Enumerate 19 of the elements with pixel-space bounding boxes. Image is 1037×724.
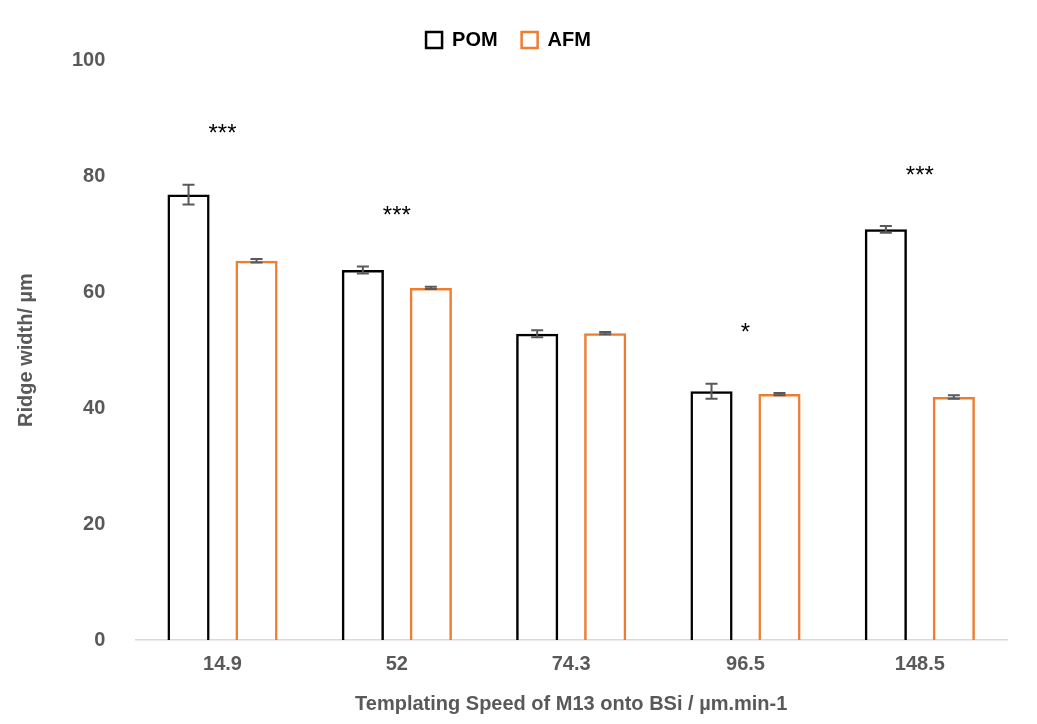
legend-label: AFM	[547, 27, 591, 50]
annotation: ***	[905, 160, 934, 188]
y-tick-label: 20	[83, 511, 106, 534]
annotation: ***	[208, 119, 237, 147]
annotation: *	[740, 318, 751, 346]
legend-label: POM	[452, 27, 498, 50]
y-tick-label: 80	[83, 163, 106, 186]
x-axis-title: Templating Speed of M13 onto BSi / µm.min-1	[355, 691, 788, 714]
x-tick-label: 96.5	[726, 651, 765, 674]
annotation: ***	[382, 201, 411, 229]
y-tick-label: 40	[83, 395, 106, 418]
x-tick-label: 14.9	[203, 651, 242, 674]
y-tick-label: 60	[83, 279, 106, 302]
y-tick-label: 100	[71, 47, 106, 70]
y-tick-label: 0	[94, 627, 106, 650]
x-tick-label: 148.5	[894, 651, 945, 674]
x-tick-label: 52	[385, 651, 408, 674]
x-tick-label: 74.3	[551, 651, 591, 674]
y-axis-title: Ridge width/ µm	[13, 273, 36, 427]
